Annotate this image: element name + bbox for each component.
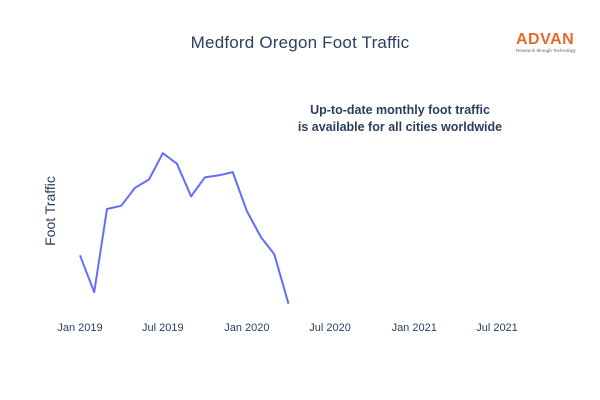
series-line [79, 152, 290, 305]
chart-annotation: Up-to-date monthly foot traffic is avail… [270, 102, 530, 136]
x-tick-label: Jul 2021 [476, 322, 518, 334]
x-tick-label: Jan 2021 [392, 322, 437, 334]
annotation-line-2: is available for all cities worldwide [297, 120, 503, 134]
x-tick-label: Jan 2019 [57, 322, 102, 334]
x-tick-label: Jan 2020 [224, 322, 269, 334]
series-layer [79, 152, 290, 305]
logo-tagline: Research through Technology [516, 48, 576, 53]
chart-title: Medford Oregon Foot Traffic [190, 33, 410, 52]
x-tick-label: Jul 2019 [142, 322, 184, 334]
x-axis-ticks: Jan 2019 Jul 2019 Jan 2020 Jul 2020 Jan 2021… [57, 322, 517, 334]
advan-logo: ADVAN Research through Technology [516, 32, 590, 60]
logo-wordmark: ADVAN [516, 31, 575, 48]
annotation-line-1: Up-to-date monthly foot traffic [310, 103, 490, 117]
x-tick-label: Jul 2020 [309, 322, 351, 334]
